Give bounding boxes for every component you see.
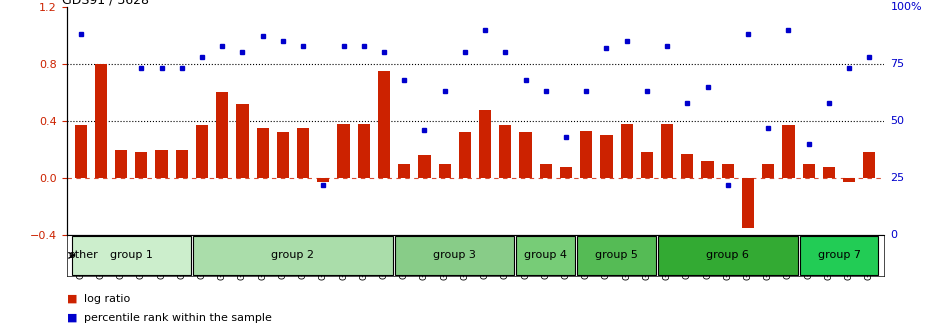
Bar	[641, 153, 653, 178]
Bar	[600, 135, 613, 178]
Bar	[176, 150, 188, 178]
Bar	[317, 178, 330, 182]
Bar	[71, 236, 191, 275]
Bar	[520, 132, 532, 178]
Bar	[358, 124, 370, 178]
Bar	[580, 131, 592, 178]
Bar	[843, 178, 855, 182]
Bar	[459, 132, 471, 178]
Bar	[337, 124, 350, 178]
Text: log ratio: log ratio	[84, 294, 130, 304]
Text: group 1: group 1	[110, 250, 153, 260]
Bar	[500, 125, 511, 178]
Bar	[681, 154, 694, 178]
Text: GDS91 / 3628: GDS91 / 3628	[63, 0, 149, 7]
Bar	[156, 150, 167, 178]
Bar	[823, 167, 835, 178]
Text: 0: 0	[890, 230, 898, 240]
Text: ■: ■	[66, 312, 77, 323]
Bar	[237, 104, 249, 178]
Bar	[864, 153, 875, 178]
Text: group 6: group 6	[707, 250, 750, 260]
Bar	[560, 167, 572, 178]
Text: other: other	[68, 250, 98, 260]
Text: ■: ■	[66, 294, 77, 304]
Bar	[783, 125, 794, 178]
Text: group 5: group 5	[595, 250, 638, 260]
Bar	[95, 64, 107, 178]
Bar	[115, 150, 127, 178]
Bar	[479, 110, 491, 178]
Text: group 2: group 2	[272, 250, 314, 260]
Bar	[800, 236, 879, 275]
Bar	[193, 236, 393, 275]
Bar	[196, 125, 208, 178]
Bar	[217, 92, 228, 178]
Bar	[256, 128, 269, 178]
Bar	[135, 153, 147, 178]
Bar	[762, 164, 774, 178]
Bar	[398, 164, 410, 178]
Text: 75: 75	[890, 59, 904, 69]
Bar	[276, 132, 289, 178]
Bar	[722, 164, 733, 178]
Bar	[540, 164, 552, 178]
Text: 50: 50	[890, 116, 904, 126]
Text: percentile rank within the sample: percentile rank within the sample	[84, 312, 272, 323]
Bar	[661, 124, 674, 178]
Text: group 4: group 4	[524, 250, 567, 260]
Bar	[297, 128, 309, 178]
Bar	[439, 164, 450, 178]
Bar	[418, 155, 430, 178]
Bar	[658, 236, 798, 275]
Bar	[803, 164, 815, 178]
Bar	[620, 124, 633, 178]
Bar	[578, 236, 656, 275]
Bar	[742, 178, 754, 228]
Bar	[517, 236, 575, 275]
Bar	[378, 71, 390, 178]
Text: group 3: group 3	[433, 250, 476, 260]
Text: 25: 25	[890, 173, 904, 183]
Bar	[395, 236, 515, 275]
Bar	[701, 161, 713, 178]
Text: 100%: 100%	[890, 2, 922, 12]
Bar	[75, 125, 86, 178]
Text: group 7: group 7	[818, 250, 861, 260]
